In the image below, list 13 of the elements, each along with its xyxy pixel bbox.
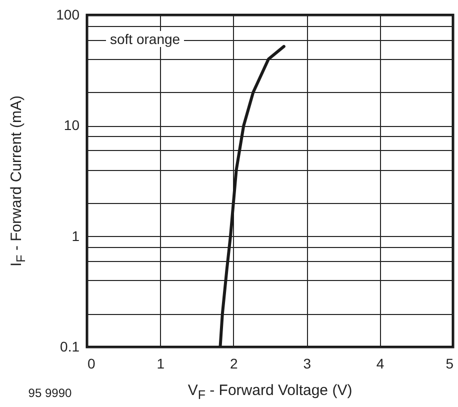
y-tick-label: 10 [64,117,80,134]
text: 95 9990 [28,386,72,400]
y-tick-label: 0.1 [60,338,80,354]
annotation: soft orange [106,31,184,47]
x-tick-label: 5 [446,356,454,372]
y-tick-label: 1 [72,228,80,244]
x-axis-title: V$_{F}$ - Forward Voltage (V) [188,382,352,402]
x-tick-label: 2 [230,356,238,372]
x-tick-label: 4 [376,356,384,372]
x-tick-label: 0 [88,356,96,372]
x-tick-label: 3 [303,356,312,372]
x-tick-label: 1 [156,356,165,372]
y-tick-label: 100 [56,6,80,22]
